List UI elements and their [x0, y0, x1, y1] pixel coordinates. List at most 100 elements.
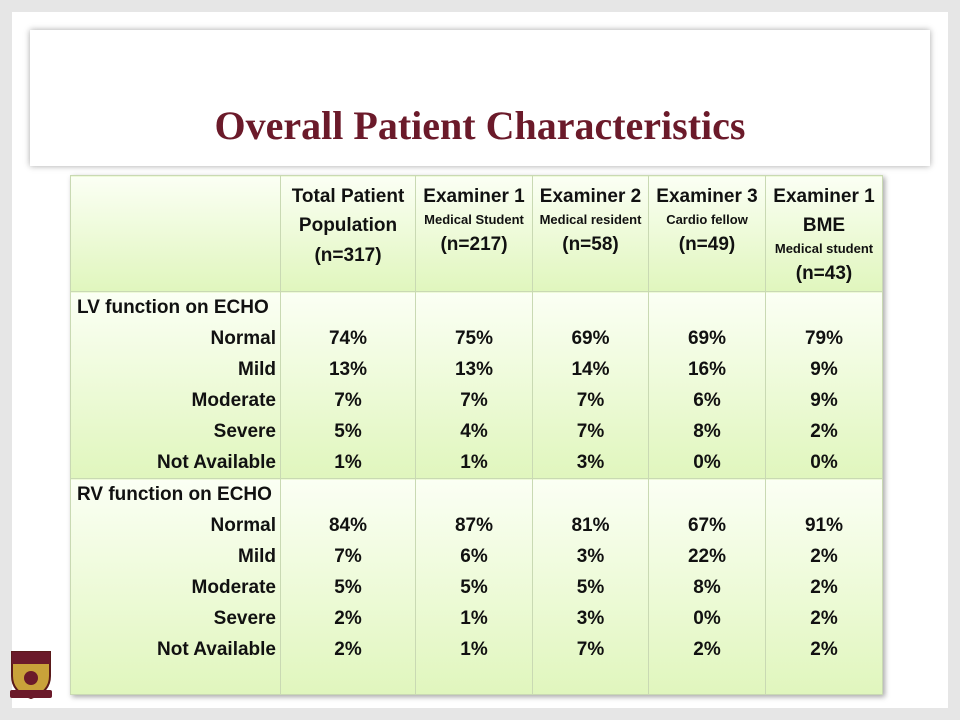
spacer	[649, 479, 765, 510]
value: 1%	[460, 452, 488, 473]
value: 8%	[693, 577, 721, 598]
spacer	[281, 479, 415, 510]
column-name: Examiner 1	[423, 186, 525, 207]
value: 7%	[460, 390, 488, 411]
spacer	[649, 292, 765, 323]
value: 3%	[576, 608, 605, 629]
value: 2%	[810, 421, 838, 442]
value: 69%	[571, 328, 610, 349]
value: 84%	[328, 515, 368, 536]
value: 22%	[687, 546, 727, 567]
value: 69%	[687, 328, 727, 349]
value: 13%	[454, 359, 494, 380]
value: 3%	[576, 546, 605, 567]
header-cell: Examiner 3 Cardio fellow (n=49)	[648, 175, 766, 292]
header-cell: Examiner 2 Medical resident (n=58)	[532, 175, 649, 292]
column-n: (n=217)	[440, 234, 508, 255]
value: 2%	[693, 639, 721, 660]
row-label: Mild	[238, 546, 276, 567]
label-cell: LV function on ECHO Normal Mild Moderate Sev…	[70, 291, 281, 479]
spacer	[416, 292, 532, 323]
value: 1%	[334, 452, 362, 473]
spacer	[416, 479, 532, 510]
title-box: Overall Patient Characteristics	[30, 30, 930, 166]
column-role: Medical student	[774, 241, 874, 256]
row-label: Moderate	[191, 390, 276, 411]
value: 1%	[460, 608, 488, 629]
value: 1%	[460, 639, 488, 660]
row-label: Normal	[210, 328, 276, 349]
spacer	[281, 292, 415, 323]
value: 9%	[810, 390, 838, 411]
column-name: Examiner 3	[656, 186, 758, 207]
value: 7%	[334, 546, 362, 567]
value: 2%	[810, 639, 838, 660]
value: 7%	[576, 639, 605, 660]
value: 0%	[693, 452, 721, 473]
value: 8%	[693, 421, 721, 442]
column-name: Total Patient Population	[291, 186, 405, 236]
column-role: Medical resident	[539, 212, 642, 227]
value: 2%	[334, 639, 362, 660]
value: 2%	[810, 577, 838, 598]
label-cell: RV function on ECHO Normal Mild Moderate Sev…	[70, 478, 281, 695]
value: 2%	[810, 546, 838, 567]
value: 81%	[571, 515, 610, 536]
column-n: (n=43)	[795, 263, 853, 284]
value-cell: 87% 6% 5% 1% 1%	[415, 478, 533, 695]
value: 0%	[810, 452, 838, 473]
value: 7%	[576, 390, 605, 411]
header-cell: Examiner 1 BME Medical student (n=43)	[765, 175, 883, 292]
value: 7%	[576, 421, 605, 442]
row-label: Mild	[238, 359, 276, 380]
column-role: Cardio fellow	[666, 212, 748, 227]
column-name: Examiner 2	[539, 186, 642, 207]
header-cell: Total Patient Population (n=317)	[280, 175, 416, 292]
value: 13%	[328, 359, 368, 380]
value: 5%	[334, 577, 362, 598]
value-cell: 74% 13% 7% 5% 1%	[280, 291, 416, 479]
value-cell: 79% 9% 9% 2% 0%	[765, 291, 883, 479]
value: 3%	[576, 452, 605, 473]
value: 91%	[804, 515, 844, 536]
value: 5%	[334, 421, 362, 442]
value-cell: 67% 22% 8% 0% 2%	[648, 478, 766, 695]
row-label: Severe	[213, 608, 276, 629]
column-name: Examiner 1 BME	[773, 186, 875, 236]
spacer	[766, 479, 882, 510]
value: 87%	[454, 515, 494, 536]
row-label: Moderate	[191, 577, 276, 598]
table: Total Patient Population (n=317) Examiner …	[70, 175, 883, 695]
section-label: LV function on ECHO	[77, 297, 269, 318]
value: 9%	[810, 359, 838, 380]
value-cell: 69% 16% 6% 8% 0%	[648, 291, 766, 479]
value: 2%	[334, 608, 362, 629]
value: 16%	[687, 359, 727, 380]
value: 67%	[687, 515, 727, 536]
section-row: LV function on ECHO Normal Mild Moderate Sev…	[70, 291, 883, 479]
value: 5%	[576, 577, 605, 598]
title: Overall Patient Characteristics	[214, 103, 746, 148]
value: 75%	[454, 328, 494, 349]
value-cell: 69% 14% 7% 7% 3%	[532, 291, 649, 479]
value-cell: 75% 13% 7% 4% 1%	[415, 291, 533, 479]
spacer	[766, 292, 882, 323]
row-label: Severe	[213, 421, 276, 442]
value: 7%	[334, 390, 362, 411]
value: 6%	[693, 390, 721, 411]
spacer	[533, 479, 648, 510]
row-label: Not Available	[157, 639, 276, 660]
logo	[10, 651, 52, 700]
row-label: Normal	[210, 515, 276, 536]
column-n: (n=58)	[562, 234, 619, 255]
value-cell: 81% 3% 5% 3% 7%	[532, 478, 649, 695]
value: 14%	[571, 359, 610, 380]
spacer	[533, 292, 648, 323]
column-role: Medical Student	[424, 212, 524, 227]
header-cell	[70, 175, 281, 292]
section-label: RV function on ECHO	[77, 484, 272, 505]
value: 4%	[460, 421, 488, 442]
value: 2%	[810, 608, 838, 629]
value: 5%	[460, 577, 488, 598]
